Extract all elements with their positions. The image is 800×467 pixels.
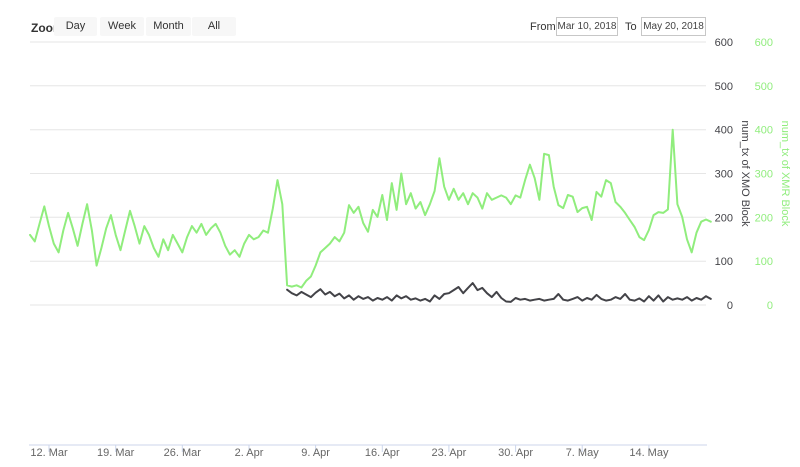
x-tick-label: 12. Mar <box>30 447 68 459</box>
y-axis-1-tick-label: 500 <box>755 81 773 93</box>
from-label: From <box>530 21 556 33</box>
x-tick-label: 2. Apr <box>235 447 264 459</box>
zoom-all-button[interactable]: All <box>192 17 236 36</box>
y-axis-1-title: num_tx of XMR Block <box>779 121 791 227</box>
x-tick-label: 30. Apr <box>498 447 533 459</box>
series-line[interactable] <box>286 282 712 303</box>
x-tick-label: 14. May <box>629 447 669 459</box>
y-axis-0-tick-label: 200 <box>715 212 733 224</box>
x-tick-label: 7. May <box>566 447 600 459</box>
y-axis-1-tick-label: 0 <box>767 300 773 312</box>
y-axis-0-tick-label: 600 <box>715 37 733 49</box>
y-axis-1-tick-label: 200 <box>755 212 773 224</box>
y-axis-0-tick-label: 500 <box>715 81 733 93</box>
series-line[interactable] <box>29 128 712 289</box>
to-date-input[interactable] <box>641 17 706 36</box>
range-selector: Zoom Day Week Month All From To <box>0 0 800 40</box>
x-tick-label: 16. Apr <box>365 447 400 459</box>
zoom-month-button[interactable]: Month <box>146 17 191 36</box>
y-axis-1-tick-label: 600 <box>755 37 773 49</box>
x-tick-label: 19. Mar <box>97 447 135 459</box>
y-axis-0-tick-label: 400 <box>715 125 733 137</box>
x-tick-label: 9. Apr <box>301 447 330 459</box>
to-label: To <box>625 21 637 33</box>
from-date-input[interactable] <box>556 17 618 36</box>
y-axis-1-tick-label: 300 <box>755 169 773 181</box>
y-axis-1-tick-label: 400 <box>755 125 773 137</box>
zoom-week-button[interactable]: Week <box>100 17 144 36</box>
y-axis-1-tick-label: 100 <box>755 256 773 268</box>
y-axis-0-title: num_tx of XMO Block <box>739 120 751 227</box>
y-axis-0-tick-label: 300 <box>715 169 733 181</box>
x-tick-label: 26. Mar <box>164 447 202 459</box>
zoom-day-button[interactable]: Day <box>54 17 97 36</box>
y-axis-0-tick-label: 0 <box>727 300 733 312</box>
x-tick-label: 23. Apr <box>431 447 466 459</box>
y-axis-0-tick-label: 100 <box>715 256 733 268</box>
